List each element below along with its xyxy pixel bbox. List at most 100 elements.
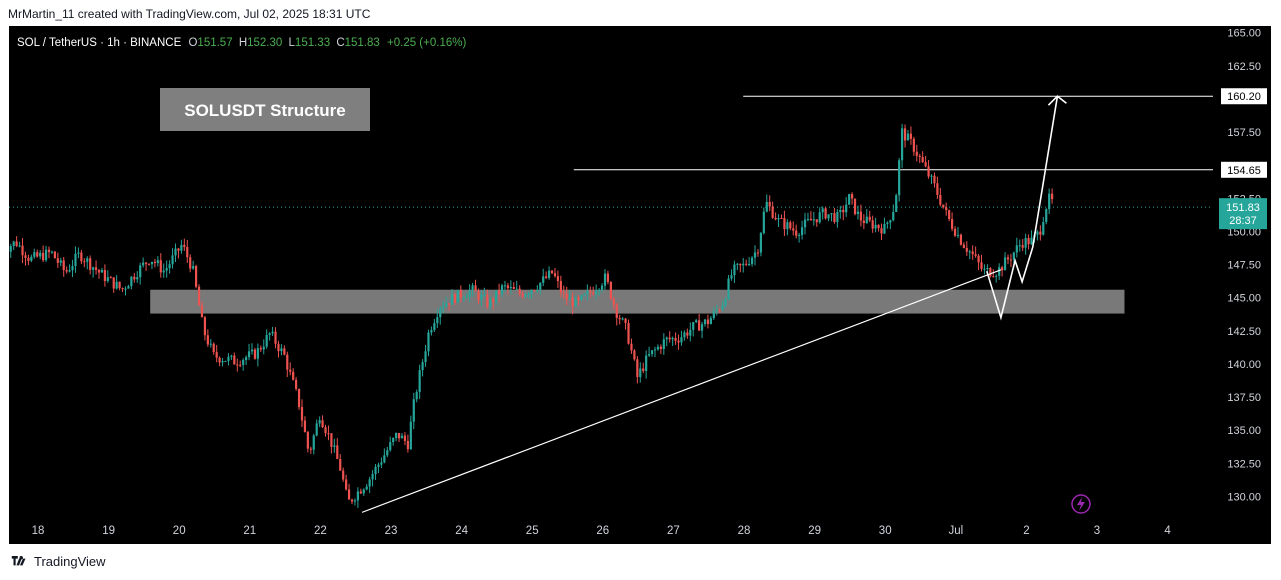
candle-body <box>165 268 168 271</box>
price-tick-label: 150.00 <box>1227 226 1261 238</box>
candle-body <box>53 251 56 259</box>
candle-body <box>962 244 965 248</box>
candle-body <box>150 261 154 265</box>
candle-body <box>633 350 636 360</box>
candle-body <box>806 218 810 220</box>
candle-body <box>553 273 557 277</box>
candle-body <box>668 337 671 340</box>
candle-body <box>403 435 407 441</box>
candle-body <box>1039 231 1042 235</box>
candle-body <box>530 290 533 294</box>
candle-body <box>562 292 565 294</box>
candle-body <box>112 277 115 289</box>
candle-body <box>518 288 521 294</box>
price-tick-label: 137.50 <box>1227 392 1261 404</box>
candle-body <box>953 228 957 236</box>
candle-body <box>356 491 359 501</box>
candle-body <box>439 308 442 318</box>
lightning-icon[interactable] <box>1071 494 1091 514</box>
candle-body <box>480 294 483 300</box>
candle-body <box>577 297 580 300</box>
candle-body <box>180 244 183 251</box>
candle-body <box>509 286 512 289</box>
candle-body <box>242 360 245 365</box>
candle-body <box>327 433 330 435</box>
candle-body <box>130 276 133 287</box>
candle-body <box>133 276 136 280</box>
date-tick-label: 4 <box>1164 525 1171 537</box>
candle-body <box>347 489 351 500</box>
candle-body <box>618 317 621 320</box>
candle-body <box>812 219 815 221</box>
candle-body <box>1015 245 1018 253</box>
candle-body <box>224 360 227 362</box>
candle-body <box>900 128 904 161</box>
candle-body <box>309 448 312 450</box>
candle-body <box>483 294 486 296</box>
countdown-label: 28:37 <box>1229 215 1257 227</box>
candle-body <box>659 346 662 349</box>
tradingview-logo-icon <box>11 555 26 565</box>
candle-body <box>800 227 804 235</box>
date-tick-label: 23 <box>385 525 398 537</box>
candle-body <box>739 263 742 266</box>
symbol-label: SOL / TetherUS · 1h · BINANCE <box>17 37 182 49</box>
candle-body <box>753 252 757 258</box>
candle-body <box>521 293 524 297</box>
candle-body <box>656 346 660 350</box>
date-tick-label: 29 <box>808 525 821 537</box>
candle-body <box>992 276 995 278</box>
chart-panel[interactable]: 165.00162.50160.20157.50154.65152.50150.… <box>9 26 1271 544</box>
candle-body <box>762 211 765 234</box>
candle-body <box>100 269 104 273</box>
price-tick-label: 147.50 <box>1227 260 1261 272</box>
candle-body <box>71 265 74 271</box>
ohlc-high-label: H <box>239 37 247 49</box>
candle-body <box>77 252 80 254</box>
support-zone-layer <box>150 289 1125 314</box>
candle-body <box>336 445 339 459</box>
candle-body <box>512 286 515 289</box>
candle-body <box>809 218 812 221</box>
date-tick-label: 19 <box>102 525 115 537</box>
candle-body <box>571 297 574 307</box>
candle-body <box>603 273 607 286</box>
candle-body <box>836 212 839 223</box>
price-tick-label: 145.00 <box>1227 293 1261 305</box>
candle-body <box>965 247 968 252</box>
candle-body <box>630 343 633 351</box>
candle-body <box>194 266 198 287</box>
candle-body <box>550 270 554 274</box>
candle-body <box>459 289 462 298</box>
candle-body <box>280 348 283 352</box>
svg-text:SOL / TetherUS · 1h · BINANCE: SOL / TetherUS · 1h · BINANCE O151.57 H1… <box>17 37 466 49</box>
candle-body <box>239 364 242 366</box>
candle-body <box>300 407 304 421</box>
candle-body <box>777 217 780 220</box>
candle-body <box>1018 245 1021 247</box>
candle-body <box>771 206 774 218</box>
candle-body <box>821 208 824 213</box>
candle-body <box>197 286 201 306</box>
current-price-label: 151.83 <box>1226 202 1260 214</box>
candle-body <box>1003 257 1007 271</box>
date-tick-label: 25 <box>526 525 539 537</box>
candle-body <box>547 270 551 278</box>
candle-body <box>868 216 871 221</box>
candle-body <box>456 289 459 303</box>
attribution-text: MrMartin_11 created with TradingView.com… <box>8 7 371 21</box>
candle-body <box>583 294 586 296</box>
candle-body <box>142 262 145 266</box>
candle-body <box>406 440 409 450</box>
candlestick-chart[interactable]: 165.00162.50160.20157.50154.65152.50150.… <box>9 26 1271 544</box>
candle-body <box>56 258 59 263</box>
candle-body <box>147 263 151 265</box>
ohlc-close-label: C <box>336 37 344 49</box>
candle-body <box>106 277 109 282</box>
date-tick-label: 24 <box>455 525 468 537</box>
candle-body <box>645 355 648 371</box>
candle-body <box>918 155 921 157</box>
candle-body <box>789 222 792 229</box>
candle-body <box>1009 259 1013 261</box>
candle-body <box>515 288 518 290</box>
